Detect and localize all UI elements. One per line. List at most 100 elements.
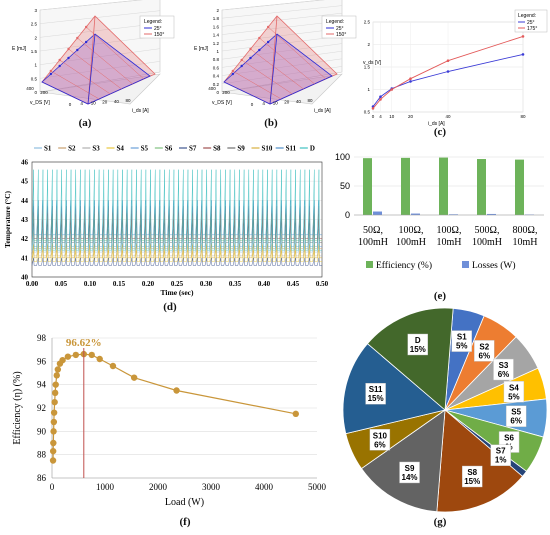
x-tick-label: 0.15 bbox=[113, 280, 126, 288]
y-tick-label: 200 bbox=[40, 90, 48, 95]
bar-losses bbox=[449, 214, 458, 215]
z-tick-label: 0.2 bbox=[213, 82, 220, 87]
grid-line bbox=[221, 35, 343, 52]
y-tick-label: 90 bbox=[37, 426, 47, 436]
legend-box bbox=[139, 15, 175, 39]
mesh-line bbox=[241, 59, 293, 95]
data-point bbox=[409, 77, 412, 80]
grid-line bbox=[221, 12, 343, 27]
data-point-150 bbox=[84, 25, 88, 29]
mesh-line bbox=[77, 37, 133, 85]
y-tick-label: 98 bbox=[37, 333, 47, 343]
x-tick-label: 3000 bbox=[202, 482, 221, 492]
mesh-line bbox=[68, 48, 122, 90]
chart-e: 05010050Ω,100mH100Ω,100mH100Ω,10mH500Ω,1… bbox=[335, 152, 544, 271]
grid-line bbox=[221, 5, 343, 19]
x-axis-label: i_ds [A] bbox=[314, 108, 331, 114]
data-point bbox=[51, 389, 59, 397]
category-label: 100mH bbox=[396, 237, 426, 248]
pie-label-name: S2 bbox=[479, 342, 489, 351]
grid-line bbox=[39, 35, 161, 52]
ridge-25 bbox=[269, 33, 278, 105]
y-axis-label: v_DS [V] bbox=[212, 100, 232, 106]
z-tick-label: 0.8 bbox=[213, 57, 220, 62]
pie-label-name: S3 bbox=[499, 361, 509, 370]
bar-efficiency bbox=[363, 158, 372, 215]
data-point bbox=[64, 353, 72, 360]
pie-label-box bbox=[365, 383, 386, 405]
z-axis-label: E [mJ] bbox=[194, 46, 209, 52]
y-tick-label: 44 bbox=[21, 197, 29, 205]
pie-label-value: 15% bbox=[464, 477, 480, 486]
x-tick-label: 10 bbox=[389, 114, 395, 119]
x-tick-label: 4 bbox=[80, 101, 83, 106]
pie-label-name: S7 bbox=[496, 447, 506, 456]
pie-label-box bbox=[474, 340, 495, 362]
y-tick-label: 94 bbox=[37, 380, 47, 390]
x-axis-label: i_ds [A] bbox=[428, 121, 445, 127]
pie-label-box bbox=[503, 381, 525, 403]
legend-entry: S1 bbox=[44, 145, 52, 153]
panel-label-d: (d) bbox=[163, 301, 177, 313]
grid-line bbox=[39, 10, 161, 24]
data-point bbox=[446, 59, 450, 62]
x-axis-label: i_ds [A] bbox=[132, 108, 149, 114]
series-line-175° bbox=[372, 35, 524, 109]
data-point-25 bbox=[76, 48, 79, 52]
y-tick-label: 2.5 bbox=[364, 20, 371, 25]
y-tick-label: 100 bbox=[335, 152, 350, 162]
pie-label-name: S6 bbox=[504, 434, 514, 443]
x-tick-label: 0 bbox=[69, 102, 72, 107]
series-line-S7 bbox=[31, 257, 322, 266]
data-point bbox=[446, 70, 450, 73]
x-tick-label: 0.05 bbox=[55, 280, 68, 288]
data-point bbox=[59, 356, 66, 364]
z-tick-label: 1 bbox=[34, 63, 37, 68]
y-tick-label: 46 bbox=[21, 159, 29, 167]
legend-entry: 25° bbox=[527, 20, 535, 26]
data-point-25 bbox=[258, 48, 261, 52]
x-tick-label: 4000 bbox=[255, 482, 274, 492]
mesh-line bbox=[250, 48, 304, 90]
x-tick-label: 0.10 bbox=[84, 280, 97, 288]
pie-label-value: 15% bbox=[368, 394, 384, 403]
data-point-25 bbox=[84, 40, 88, 44]
bar-efficiency bbox=[515, 159, 524, 215]
category-label: 50Ω, bbox=[363, 225, 383, 236]
data-point bbox=[88, 351, 95, 359]
data-point bbox=[521, 53, 525, 56]
x-axis-label: Load (W) bbox=[165, 497, 204, 508]
data-point-25 bbox=[231, 72, 235, 76]
pie-slice-S11 bbox=[342, 343, 446, 435]
pie-slice-S9 bbox=[360, 409, 446, 513]
bar-efficiency bbox=[439, 157, 448, 215]
y-axis-label: Efficiency (η) (%) bbox=[12, 371, 23, 444]
grid-line bbox=[221, 50, 343, 68]
x-tick-label: 0.50 bbox=[316, 280, 329, 288]
pie-label-value: 1% bbox=[495, 456, 507, 465]
bar-efficiency bbox=[477, 159, 486, 215]
category-label: 500Ω, bbox=[475, 225, 500, 236]
pie-label-value: 5% bbox=[456, 342, 468, 351]
x-tick-label: 10 bbox=[273, 100, 279, 105]
panel-label-f: (f) bbox=[179, 516, 191, 528]
data-point bbox=[379, 95, 382, 98]
legend-entry: 25° bbox=[154, 26, 162, 32]
category-label: 100Ω, bbox=[437, 225, 462, 236]
y-tick-label: 41 bbox=[21, 254, 29, 262]
ridge-25 bbox=[87, 33, 96, 105]
z-axis-label: E [mJ] bbox=[12, 46, 27, 52]
panel-d: 40 41 42 43 44 45 46 0.00 0.05 0.10 0.15 0.20 0.25 0.… bbox=[0, 140, 335, 300]
pie-label-name: S4 bbox=[509, 383, 519, 392]
z-tick-label: 3 bbox=[34, 8, 37, 13]
mesh-line bbox=[267, 26, 327, 80]
z-tick-label: 1.4 bbox=[213, 33, 220, 38]
data-point-25 bbox=[240, 64, 243, 68]
data-point bbox=[72, 351, 80, 359]
bar-losses bbox=[373, 211, 382, 215]
panel-e: 0 50 100 50Ω, 100mH 100Ω, 100mH 100Ω, 10mH 500Ω, 1… bbox=[335, 145, 550, 290]
legend-entry: S8 bbox=[213, 145, 221, 153]
mesh-line bbox=[232, 70, 282, 100]
pie-label-name: D bbox=[415, 336, 421, 345]
y-axis-label: Temperature (°C) bbox=[3, 191, 12, 248]
